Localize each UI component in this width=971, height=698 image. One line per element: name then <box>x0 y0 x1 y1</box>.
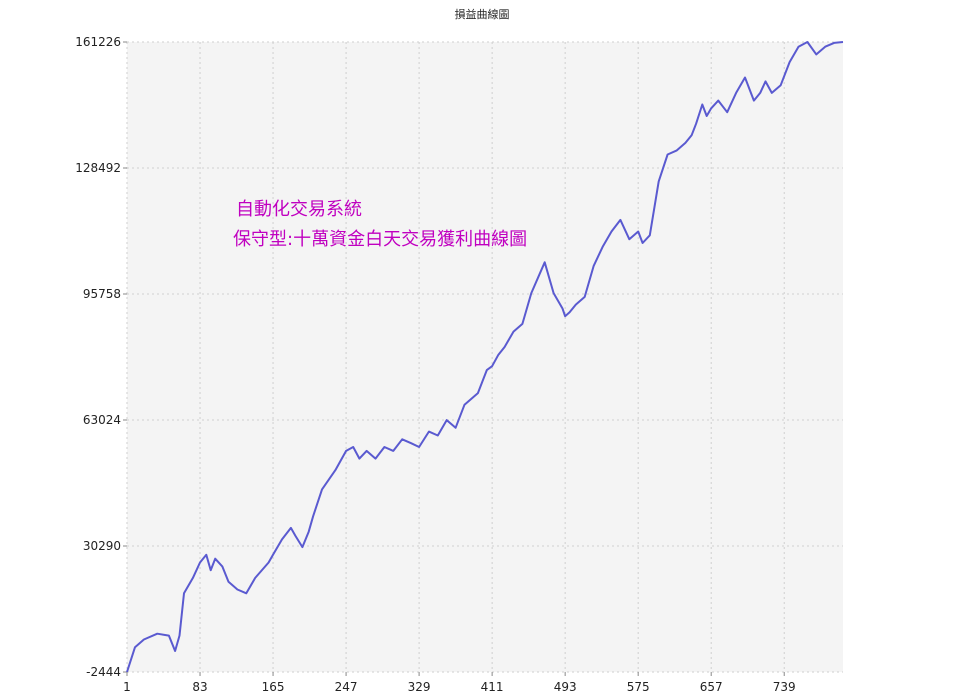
x-tick-label: 575 <box>627 680 650 694</box>
y-tick-label: 30290 <box>83 539 121 553</box>
y-tick-label: 95758 <box>83 287 121 301</box>
equity-series-line <box>126 41 844 673</box>
y-tick-label: 161226 <box>75 35 121 49</box>
annotation-description: 保守型:十萬資金白天交易獲利曲線圖 <box>233 229 527 250</box>
x-tick-label: 657 <box>700 680 723 694</box>
x-tick-label: 165 <box>262 680 285 694</box>
y-tick-label: 63024 <box>83 413 121 427</box>
plot-area <box>127 42 843 672</box>
x-tick-label: 493 <box>554 680 577 694</box>
x-tick-label: 329 <box>408 680 431 694</box>
annotation-system: 自動化交易系統 <box>236 199 362 220</box>
chart-title: 損益曲線圖 <box>455 7 510 21</box>
grid-lines <box>126 41 843 673</box>
x-tick-label: 1 <box>123 680 131 694</box>
x-tick-label: 247 <box>335 680 358 694</box>
y-tick-label: -2444 <box>86 665 121 679</box>
y-axis-ticks: -2444 30290 63024 95758 128492 161226 <box>75 35 127 679</box>
y-tick-label: 128492 <box>75 161 121 175</box>
x-tick-label: 411 <box>481 680 504 694</box>
x-tick-label: 739 <box>773 680 796 694</box>
x-axis-ticks: 1 83 165 247 329 411 493 575 657 739 <box>123 672 796 694</box>
x-tick-label: 83 <box>192 680 207 694</box>
